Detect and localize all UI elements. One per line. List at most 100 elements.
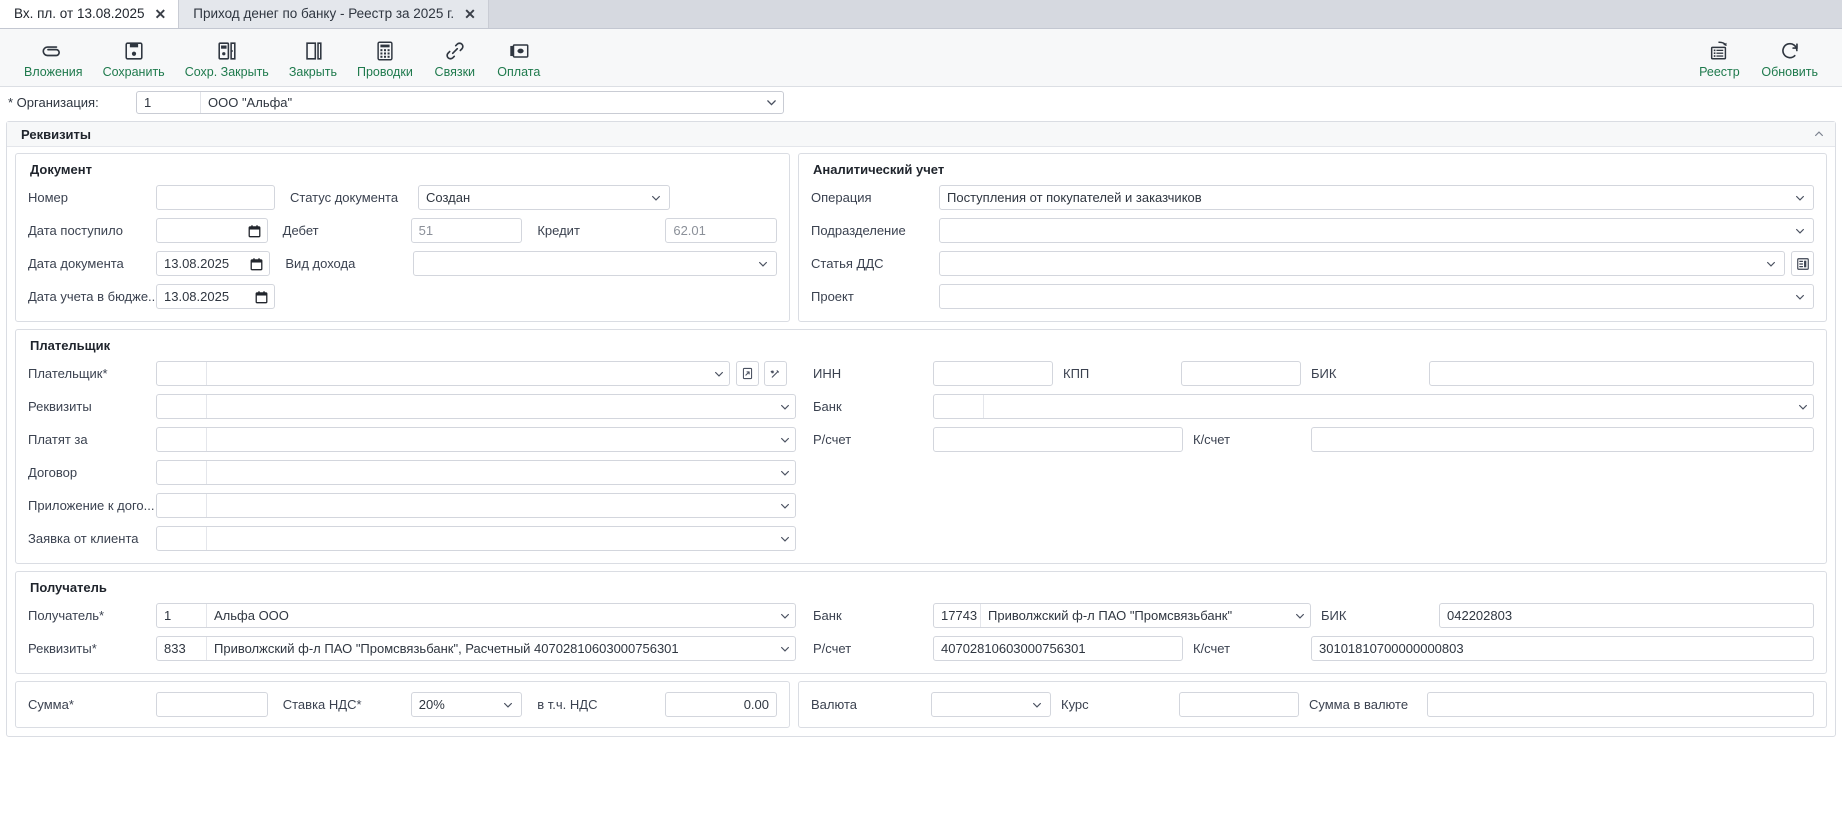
open-payer-card-button[interactable] bbox=[736, 361, 759, 386]
annex-value bbox=[207, 494, 775, 517]
summa-input[interactable] bbox=[156, 692, 268, 717]
chevron-down-icon[interactable] bbox=[1791, 192, 1809, 204]
chevron-down-icon[interactable] bbox=[1028, 699, 1046, 711]
calendar-icon[interactable] bbox=[250, 257, 263, 270]
document-analytics-columns: Документ Номер Статус документа Создан Д… bbox=[15, 153, 1827, 322]
client-request-select[interactable] bbox=[156, 526, 796, 551]
payer-code bbox=[157, 362, 207, 385]
refresh-button[interactable]: Обновить bbox=[1751, 37, 1828, 79]
requisites-panel-body: Документ Номер Статус документа Создан Д… bbox=[7, 147, 1835, 736]
chevron-down-icon[interactable] bbox=[775, 428, 795, 451]
client-request-label: Заявка от клиента bbox=[28, 531, 139, 546]
chevron-down-icon[interactable] bbox=[1290, 604, 1310, 627]
income-type-select[interactable] bbox=[413, 251, 777, 276]
recipient-requisites-select[interactable]: 833 Приволжский ф-л ПАО "Промсвязьбанк",… bbox=[156, 636, 796, 661]
payer-bank-label: Банк bbox=[813, 399, 842, 414]
chevron-down-icon[interactable] bbox=[775, 461, 795, 484]
payer-label: Плательщик* bbox=[28, 366, 108, 381]
project-select[interactable] bbox=[939, 284, 1814, 309]
contract-label: Договор bbox=[28, 465, 78, 480]
payer-requisites-select[interactable] bbox=[156, 394, 796, 419]
pay-for-select[interactable] bbox=[156, 427, 796, 452]
postings-button[interactable]: Проводки bbox=[347, 37, 423, 79]
rate-input[interactable] bbox=[1179, 692, 1299, 717]
close-icon[interactable]: ✕ bbox=[464, 5, 476, 22]
kpp-label: КПП bbox=[1063, 366, 1090, 381]
kredit-input[interactable]: 62.01 bbox=[665, 218, 778, 243]
recipient-select[interactable]: 1 Альфа ООО bbox=[156, 603, 796, 628]
amount-currency-input[interactable] bbox=[1427, 692, 1814, 717]
calendar-icon[interactable] bbox=[255, 290, 268, 303]
payer-ks-label: К/счет bbox=[1193, 432, 1231, 447]
chevron-down-icon[interactable] bbox=[1791, 225, 1809, 237]
chevron-down-icon[interactable] bbox=[775, 604, 795, 627]
organization-select[interactable]: 1 ООО "Альфа" bbox=[136, 90, 784, 114]
chevron-down-icon[interactable] bbox=[775, 637, 795, 660]
date-budget-input[interactable]: 13.08.2025 bbox=[156, 284, 275, 309]
recipient-bank-select[interactable]: 17743 Приволжский ф-л ПАО "Промсвязьбанк… bbox=[933, 603, 1311, 628]
chevron-down-icon[interactable] bbox=[1762, 258, 1780, 270]
paperclip-icon bbox=[42, 40, 64, 62]
kpp-input[interactable] bbox=[1181, 361, 1301, 386]
status-label: Статус документа bbox=[290, 190, 399, 205]
debet-input[interactable]: 51 bbox=[410, 218, 523, 243]
annex-label: Приложение к дого... bbox=[28, 498, 155, 513]
currency-select[interactable] bbox=[931, 692, 1051, 717]
operation-select[interactable]: Поступления от покупателей и заказчиков bbox=[939, 185, 1814, 210]
amount-currency-label: Сумма в валюте bbox=[1309, 697, 1409, 712]
nds-rate-value: 20% bbox=[418, 697, 445, 712]
inn-input[interactable] bbox=[933, 361, 1053, 386]
recipient-requisites-label: Реквизиты* bbox=[28, 641, 97, 656]
client-request-code bbox=[157, 527, 207, 550]
chevron-down-icon[interactable] bbox=[775, 494, 795, 517]
contract-select[interactable] bbox=[156, 460, 796, 485]
chevron-down-icon[interactable] bbox=[499, 699, 517, 711]
date-received-input[interactable] bbox=[156, 218, 268, 243]
payer-select[interactable] bbox=[156, 361, 730, 386]
chevron-down-icon[interactable] bbox=[1793, 395, 1813, 418]
recipient-rs-input[interactable]: 40702810603000756301 bbox=[933, 636, 1183, 661]
payer-rs-input[interactable] bbox=[933, 427, 1183, 452]
dds-select[interactable] bbox=[939, 251, 1785, 276]
recipient-ks-input[interactable]: 30101810700000000803 bbox=[1311, 636, 1814, 661]
attachments-button[interactable]: Вложения bbox=[14, 37, 93, 79]
row-inn-kpp-bik: ИНН КПП БИК bbox=[813, 361, 1814, 386]
chevron-down-icon[interactable] bbox=[1791, 291, 1809, 303]
amount-fieldset: Сумма* Ставка НДС* 20% в т.ч. НДС 0.00 bbox=[15, 681, 790, 728]
links-button[interactable]: Связки bbox=[423, 37, 487, 79]
date-doc-input[interactable]: 13.08.2025 bbox=[156, 251, 271, 276]
division-select[interactable] bbox=[939, 218, 1814, 243]
bik-input[interactable] bbox=[1429, 361, 1814, 386]
payer-ks-input[interactable] bbox=[1311, 427, 1814, 452]
row-recipient-bank-bik: Банк 17743 Приволжский ф-л ПАО "Промсвяз… bbox=[813, 603, 1814, 628]
annex-select[interactable] bbox=[156, 493, 796, 518]
chevron-up-icon[interactable] bbox=[1813, 128, 1825, 140]
nds-rate-select[interactable]: 20% bbox=[410, 692, 523, 717]
tab-incoming-payment[interactable]: Вх. пл. от 13.08.2025 ✕ bbox=[0, 0, 180, 28]
chevron-down-icon[interactable] bbox=[775, 395, 795, 418]
nomer-input[interactable] bbox=[156, 185, 275, 210]
payment-button[interactable]: Оплата bbox=[487, 37, 551, 79]
save-button[interactable]: Сохранить bbox=[93, 37, 175, 79]
recipient-bik-input[interactable]: 042202803 bbox=[1439, 603, 1814, 628]
calendar-icon[interactable] bbox=[248, 224, 261, 237]
status-select[interactable]: Создан bbox=[418, 185, 670, 210]
chevron-down-icon[interactable] bbox=[775, 527, 795, 550]
save-and-close-button[interactable]: Сохр. Закрыть bbox=[175, 37, 279, 79]
chevron-down-icon[interactable] bbox=[754, 258, 772, 270]
recipient-ks-label: К/счет bbox=[1193, 641, 1231, 656]
recipient-rs-label: Р/счет bbox=[813, 641, 852, 656]
magic-wand-button[interactable] bbox=[764, 361, 787, 386]
organization-row: * Организация: 1 ООО "Альфа" bbox=[0, 87, 1842, 117]
close-icon[interactable]: ✕ bbox=[154, 5, 167, 22]
chevron-down-icon[interactable] bbox=[759, 92, 783, 113]
tab-bank-income-registry[interactable]: Приход денег по банку - Реестр за 2025 г… bbox=[179, 0, 489, 28]
nds-incl-input[interactable]: 0.00 bbox=[665, 692, 777, 717]
close-document-button[interactable]: Закрыть bbox=[279, 37, 347, 79]
dds-catalog-button[interactable] bbox=[1791, 251, 1814, 276]
payer-bank-select[interactable] bbox=[933, 394, 1814, 419]
chevron-down-icon[interactable] bbox=[709, 362, 729, 385]
chevron-down-icon[interactable] bbox=[647, 192, 665, 204]
requisites-panel-header[interactable]: Реквизиты bbox=[7, 122, 1835, 147]
registry-button[interactable]: Реестр bbox=[1687, 37, 1751, 79]
